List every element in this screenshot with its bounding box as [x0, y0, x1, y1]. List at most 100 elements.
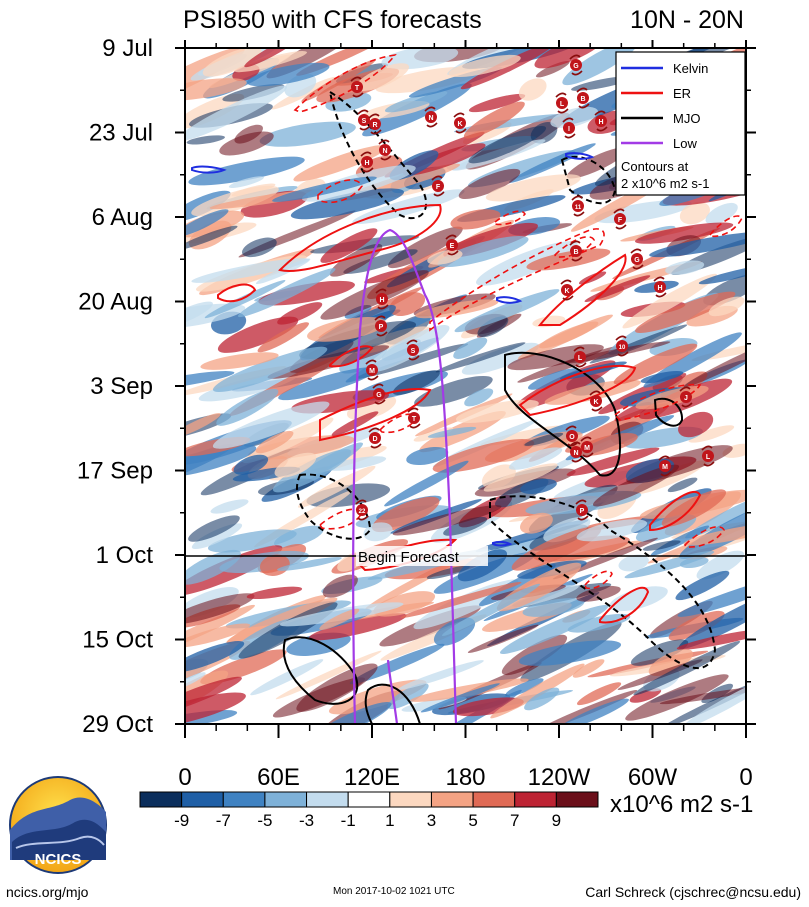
anomaly-blob — [467, 624, 539, 653]
mjo-contour — [653, 397, 684, 427]
er-contour — [537, 253, 627, 326]
er-contour — [293, 53, 397, 113]
anomaly-blob — [188, 515, 240, 542]
anomaly-blob — [648, 649, 694, 677]
anomaly-blob — [406, 446, 449, 466]
anomaly-blob — [299, 320, 417, 360]
anomaly-blob — [312, 701, 392, 724]
anomaly-blob — [681, 675, 746, 724]
footer-right[interactable]: Carl Schreck (cjschrec@ncsu.edu) — [585, 884, 801, 900]
anomaly-blob — [679, 202, 710, 225]
storm-marker: K — [453, 112, 467, 134]
mjo-contour — [560, 155, 617, 205]
anomaly-blob — [558, 698, 629, 724]
y-axis: 9 Jul 23 Jul 6 Aug 20 Aug 3 Sep 17 Sep 1 Oct 15… — [77, 35, 756, 738]
anomaly-blob — [455, 399, 539, 423]
mjo-contour — [296, 473, 372, 540]
anomaly-blob — [576, 682, 622, 706]
anomaly-blob — [500, 604, 609, 654]
anomaly-blob — [276, 557, 342, 571]
storm-label: N — [428, 115, 433, 122]
kelvin-contour — [565, 152, 595, 160]
anomaly-blob — [634, 222, 734, 244]
x-axis: 0 60E 120E 180 120W 60W 0 — [178, 40, 753, 791]
anomaly-blob — [635, 385, 709, 410]
anomaly-blob — [185, 623, 251, 648]
anomaly-blob — [185, 444, 257, 478]
er-contour — [319, 388, 432, 442]
storm-label: L — [560, 101, 565, 108]
er-contour — [278, 203, 442, 272]
anomaly-blob — [185, 549, 242, 585]
anomaly-blob — [212, 401, 330, 449]
anomaly-blob — [678, 588, 746, 649]
anomaly-blob — [274, 525, 324, 548]
anomaly-blob — [536, 689, 638, 724]
colorbar-swatch — [514, 791, 557, 808]
anomaly-blob — [661, 489, 727, 527]
storm-label: M — [369, 368, 375, 375]
storm-label: F — [618, 217, 623, 224]
er-contour — [317, 179, 363, 204]
legend-note-2: 2 x10^6 m2 s-1 — [621, 176, 709, 191]
anomaly-blob — [566, 447, 660, 476]
x-tick-label: 180 — [445, 764, 485, 791]
anomaly-blob — [649, 231, 746, 258]
anomaly-blob — [526, 248, 611, 271]
kelvin-contour — [191, 165, 227, 174]
anomaly-blob — [640, 370, 684, 384]
storm-label: H — [657, 285, 662, 292]
logo-text: NCICS — [35, 851, 82, 868]
anomaly-blob — [665, 260, 705, 275]
anomaly-blob — [392, 505, 502, 536]
storm-marker: B — [576, 87, 590, 109]
anomaly-blob — [625, 674, 729, 721]
forecast-label: Begin Forecast — [358, 549, 460, 566]
anomaly-blob — [437, 236, 529, 268]
storm-marker: N — [424, 106, 438, 128]
storm-label: P — [580, 508, 585, 515]
storm-label: E — [450, 243, 455, 250]
anomaly-blob — [683, 522, 746, 546]
storm-marker: T — [407, 407, 421, 429]
anomaly-blob — [667, 477, 698, 493]
storm-label: G — [634, 257, 640, 264]
mjo-contour — [489, 495, 717, 669]
storm-marker: L — [555, 92, 569, 114]
anomaly-blob — [185, 641, 245, 673]
colorbar-swatch — [555, 791, 599, 808]
anomaly-blob — [216, 388, 279, 426]
anomaly-blob — [185, 692, 246, 724]
storm-marker: B — [569, 240, 583, 262]
low-contour — [386, 659, 399, 724]
anomaly-blob — [642, 540, 681, 551]
storm-marker: S — [357, 109, 371, 131]
anomaly-blob — [609, 586, 668, 612]
y-tick-label: 6 Aug — [92, 204, 153, 231]
storm-marker: F — [613, 208, 627, 230]
storm-label: N — [382, 148, 387, 155]
storm-marker: M — [658, 455, 672, 477]
anomaly-blob — [618, 554, 649, 572]
anomaly-blob — [448, 54, 521, 78]
storm-label: R — [372, 122, 377, 129]
anomaly-blob — [519, 512, 553, 534]
footer-left[interactable]: ncics.org/mjo — [6, 884, 89, 900]
storm-marker: J — [679, 386, 693, 408]
storm-marker: K — [589, 390, 603, 412]
anomaly-blob — [186, 135, 225, 145]
anomaly-blob — [629, 688, 662, 703]
er-contour — [318, 508, 363, 530]
anomaly-blob — [572, 659, 605, 678]
anomaly-blob — [453, 337, 488, 359]
colorbar-swatch — [222, 791, 266, 808]
storm-marker: T — [350, 76, 364, 98]
anomaly-blob — [233, 454, 269, 475]
anomaly-blob — [461, 342, 540, 375]
chart-title: PSI850 with CFS forecasts — [183, 6, 482, 34]
anomaly-blob — [613, 343, 698, 385]
anomaly-blob — [400, 581, 522, 618]
er-contour — [518, 364, 637, 417]
anomaly-blob — [454, 289, 560, 333]
